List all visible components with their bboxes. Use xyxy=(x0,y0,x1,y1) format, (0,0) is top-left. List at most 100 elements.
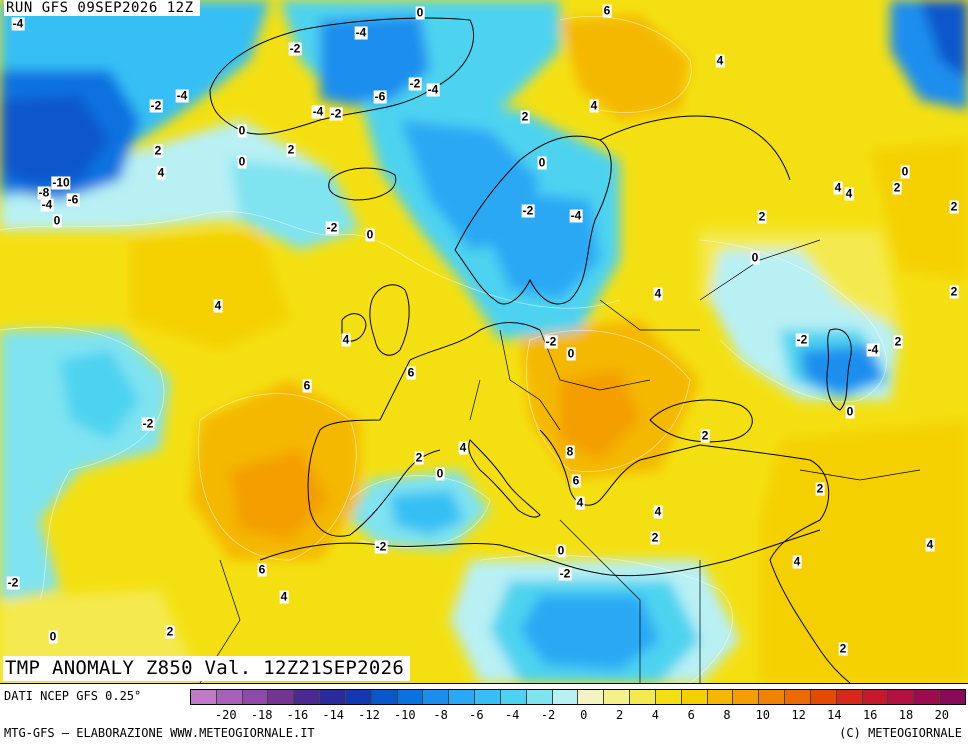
contour-label: 2 xyxy=(414,450,424,465)
contour-label: -10 xyxy=(51,175,71,190)
contour-label: 2 xyxy=(757,209,767,224)
contour-label: 6 xyxy=(602,3,612,18)
contour-label: -4 xyxy=(866,342,880,357)
contour-label: 0 xyxy=(365,227,375,242)
anomaly-cold-labrador-core xyxy=(0,95,110,185)
contour-label: 2 xyxy=(520,109,530,124)
legend-panel: DATI NCEP GFS 0.25° -20 -18 -16 -14 -12 -10 -8… xyxy=(0,683,968,746)
color-swatch xyxy=(371,690,398,704)
contour-label: -6 xyxy=(373,89,387,104)
color-swatch xyxy=(397,690,424,704)
contour-label: 6 xyxy=(302,378,312,393)
caspian-coast xyxy=(826,328,852,411)
coastlines xyxy=(199,17,921,683)
contour-label: 0 xyxy=(900,164,910,179)
scale-tick-label: 12 xyxy=(791,708,806,722)
scale-tick-label: 10 xyxy=(755,708,771,722)
anomaly-warm-east xyxy=(870,140,968,280)
scale-tick-label: -4 xyxy=(504,708,520,722)
contour-label: 0 xyxy=(48,629,58,644)
contour-label: 0 xyxy=(537,155,547,170)
color-swatch xyxy=(423,690,450,704)
anomaly-cold-caspian-core xyxy=(800,345,885,395)
color-swatch xyxy=(707,690,734,704)
color-swatch xyxy=(500,690,527,704)
scale-tick-label: -20 xyxy=(214,708,237,722)
anomaly-warm-atlantic xyxy=(130,230,290,350)
color-scale-ticks: -20 -18 -16 -14 -12 -10 -8 -6 -4 -2 0 2 4 6 8 10 12 14 16 1… xyxy=(190,708,966,724)
credit-label: MTG-GFS — ELABORAZIONE WWW.METEOGIORNALE… xyxy=(4,726,315,740)
color-swatch xyxy=(320,690,346,704)
contour-label: 4 xyxy=(792,554,802,569)
contour-label: 0 xyxy=(750,250,760,265)
contour-label: -2 xyxy=(795,332,809,347)
contour-label: -6 xyxy=(66,192,80,207)
contour-label: -2 xyxy=(149,98,163,113)
contour-label: -8 xyxy=(37,185,51,200)
color-swatch xyxy=(940,690,965,704)
contour-label: -4 xyxy=(40,197,54,212)
contour-label: 2 xyxy=(949,199,959,214)
color-swatch xyxy=(604,690,631,704)
color-swatch xyxy=(345,690,372,704)
contour-label: 0 xyxy=(415,5,425,20)
color-swatch xyxy=(191,690,217,704)
color-swatch xyxy=(552,690,579,704)
color-swatch xyxy=(475,690,501,704)
contour-label: -2 xyxy=(374,539,388,554)
color-swatch xyxy=(733,690,760,704)
scale-tick-label: 6 xyxy=(687,708,695,722)
contour-label: 6 xyxy=(406,365,416,380)
contour-label: 2 xyxy=(153,143,163,158)
anomaly-fill xyxy=(0,0,968,683)
scale-tick-label: 4 xyxy=(651,708,660,722)
contour-label: 0 xyxy=(237,123,247,138)
anomaly-cool-west-atlantic-core xyxy=(60,350,140,440)
scale-tick-label: -2 xyxy=(540,708,556,722)
contour-label: -2 xyxy=(325,220,339,235)
contour-label: 4 xyxy=(833,180,843,195)
contour-label: 4 xyxy=(458,440,468,455)
contour-label: -4 xyxy=(175,88,189,103)
contour-label: 2 xyxy=(892,180,902,195)
contour-label: 4 xyxy=(575,495,585,510)
contour-label: -2 xyxy=(329,106,343,121)
iceland-coast xyxy=(328,167,397,201)
isotherms xyxy=(0,15,887,683)
contour-label: 6 xyxy=(571,473,581,488)
anomaly-cold-northeast-core xyxy=(920,0,968,80)
scale-tick-label: 2 xyxy=(615,708,624,722)
contour-label: 4 xyxy=(715,53,725,68)
scale-tick-label: 8 xyxy=(723,708,731,722)
contour-label: 2 xyxy=(815,481,825,496)
contour-label: 4 xyxy=(844,186,854,201)
anatolia-coast xyxy=(699,444,830,561)
color-swatch xyxy=(681,690,708,704)
contour-label: 0 xyxy=(237,154,247,169)
anomaly-cold-libya-core xyxy=(520,595,660,670)
color-swatch xyxy=(268,690,295,704)
scale-tick-label: 0 xyxy=(580,708,588,722)
contour-label: 4 xyxy=(279,589,289,604)
color-scale xyxy=(190,689,966,705)
contour-label: 0 xyxy=(556,543,566,558)
scale-tick-label: 20 xyxy=(934,708,950,722)
color-swatch xyxy=(216,690,243,704)
contour-label: 6 xyxy=(257,562,267,577)
scale-tick-label: -10 xyxy=(393,708,416,722)
contour-label: -4 xyxy=(426,82,440,97)
contour-label: -2 xyxy=(544,334,558,349)
color-swatch xyxy=(294,690,321,704)
scale-tick-label: 14 xyxy=(827,708,842,722)
red-sea-coast xyxy=(769,559,851,683)
anomaly-cool-western-med-core xyxy=(390,490,465,535)
contour-label: 2 xyxy=(650,530,660,545)
contour-label: 4 xyxy=(589,98,599,113)
color-swatch xyxy=(655,690,682,704)
italy-coast xyxy=(468,439,541,518)
arctic-russia-coast xyxy=(599,115,791,181)
britain-coast xyxy=(369,284,410,356)
scale-tick-label: -6 xyxy=(469,708,484,722)
greenland-coast xyxy=(209,17,475,135)
